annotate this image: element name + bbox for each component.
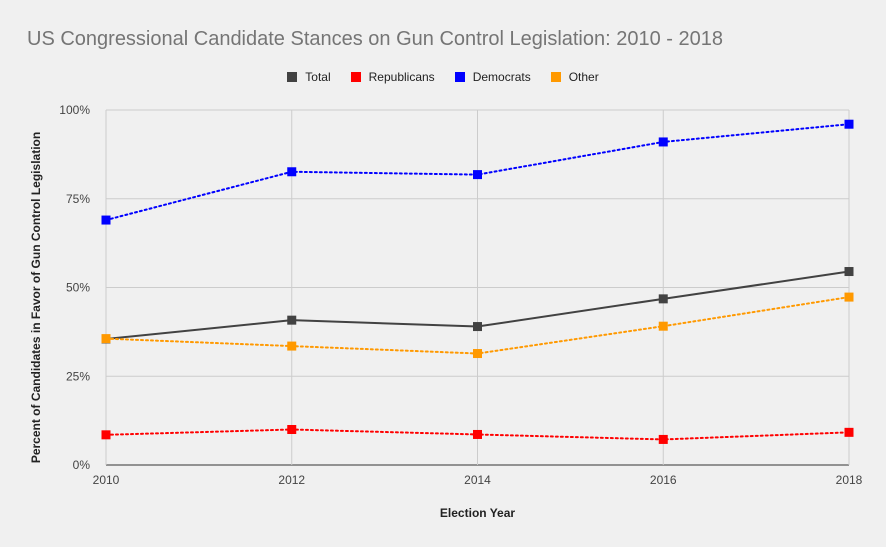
data-point-democrats bbox=[844, 119, 854, 129]
legend-label-total: Total bbox=[305, 70, 331, 84]
data-point-other bbox=[473, 349, 482, 359]
y-tick-label: 25% bbox=[66, 369, 90, 383]
y-tick-label: 50% bbox=[66, 281, 90, 295]
data-point-republicans bbox=[844, 427, 854, 437]
data-point-other bbox=[101, 334, 111, 344]
data-point-other bbox=[844, 292, 854, 302]
data-point-republicans bbox=[101, 430, 111, 440]
legend-item-democrats: Democrats bbox=[454, 70, 531, 84]
data-point-democrats bbox=[287, 167, 297, 177]
data-point-republicans bbox=[473, 429, 482, 439]
data-point-other bbox=[658, 321, 668, 331]
x-tick-label: 2012 bbox=[278, 473, 305, 487]
data-point-democrats bbox=[101, 215, 111, 225]
legend-item-republicans: Republicans bbox=[350, 70, 435, 84]
legend: Total Republicans Democrats Other bbox=[0, 70, 886, 84]
y-axis-title: Percent of Candidates in Favor of Gun Co… bbox=[29, 132, 43, 463]
data-point-republicans bbox=[658, 434, 668, 444]
data-point-democrats bbox=[658, 137, 668, 147]
x-tick-label: 2014 bbox=[464, 473, 491, 487]
legend-swatch-republicans bbox=[350, 72, 361, 82]
legend-label-democrats: Democrats bbox=[472, 70, 531, 84]
legend-item-other: Other bbox=[550, 70, 599, 84]
data-point-total bbox=[658, 294, 668, 304]
data-point-democrats bbox=[473, 170, 482, 180]
data-point-republicans bbox=[287, 425, 297, 434]
x-tick-label: 2018 bbox=[836, 473, 863, 487]
legend-swatch-total bbox=[287, 72, 298, 82]
y-tick-label: 0% bbox=[73, 458, 91, 472]
data-point-total bbox=[287, 315, 297, 325]
legend-label-other: Other bbox=[568, 70, 599, 84]
legend-label-republicans: Republicans bbox=[368, 70, 435, 84]
y-tick-label: 100% bbox=[59, 103, 90, 117]
y-tick-label: 75% bbox=[66, 192, 90, 206]
legend-item-total: Total bbox=[287, 70, 331, 84]
legend-swatch-other bbox=[550, 72, 561, 82]
data-point-total bbox=[473, 322, 482, 332]
legend-swatch-democrats bbox=[454, 72, 465, 82]
data-point-total bbox=[844, 267, 854, 277]
x-axis-title: Election Year bbox=[440, 506, 515, 520]
x-tick-label: 2010 bbox=[93, 473, 120, 487]
chart-title: US Congressional Candidate Stances on Gu… bbox=[27, 28, 723, 50]
data-point-other bbox=[287, 341, 297, 351]
x-tick-label: 2016 bbox=[650, 473, 677, 487]
